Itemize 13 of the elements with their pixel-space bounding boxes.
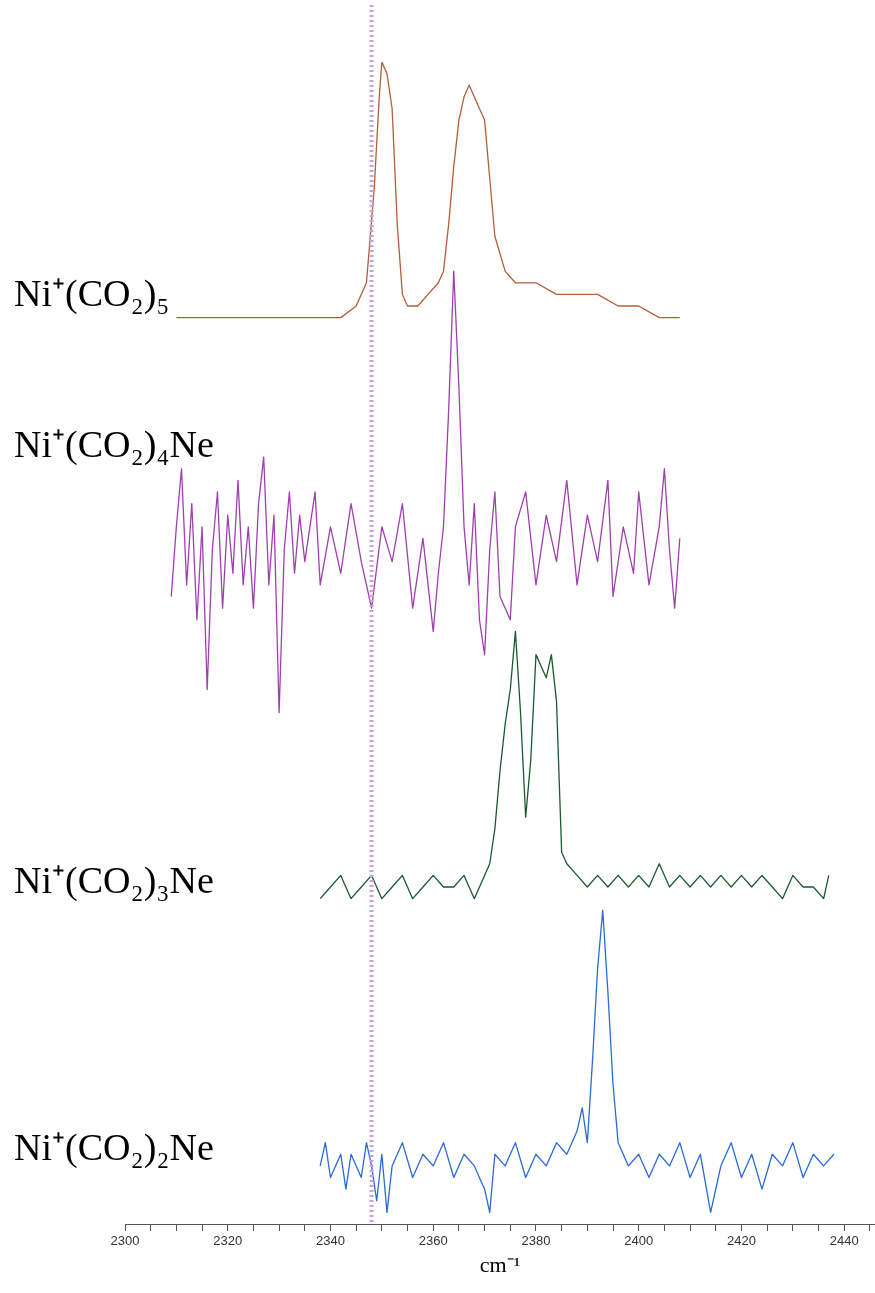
series-label: Ni⁺(CO₂)₄Ne <box>14 422 214 466</box>
x-tick-label: 2320 <box>213 1233 243 1249</box>
x-tick-label: 2300 <box>110 1233 140 1249</box>
x-tick-label: 2400 <box>624 1233 654 1249</box>
x-tick-label: 2360 <box>418 1233 448 1249</box>
x-tick-label: 2440 <box>829 1233 859 1249</box>
text: Ni⁺(CO₂)₂Ne <box>14 1125 214 1169</box>
text: Ni⁺(CO₂)₃Ne <box>14 858 214 902</box>
x-axis-title: cm⁻¹ <box>479 1251 521 1277</box>
series-label: Ni⁺(CO₂)₅ <box>14 271 170 315</box>
x-tick-label: 2420 <box>726 1233 756 1249</box>
x-tick-label: 2380 <box>521 1233 551 1249</box>
x-tick-label: 2340 <box>316 1233 345 1249</box>
